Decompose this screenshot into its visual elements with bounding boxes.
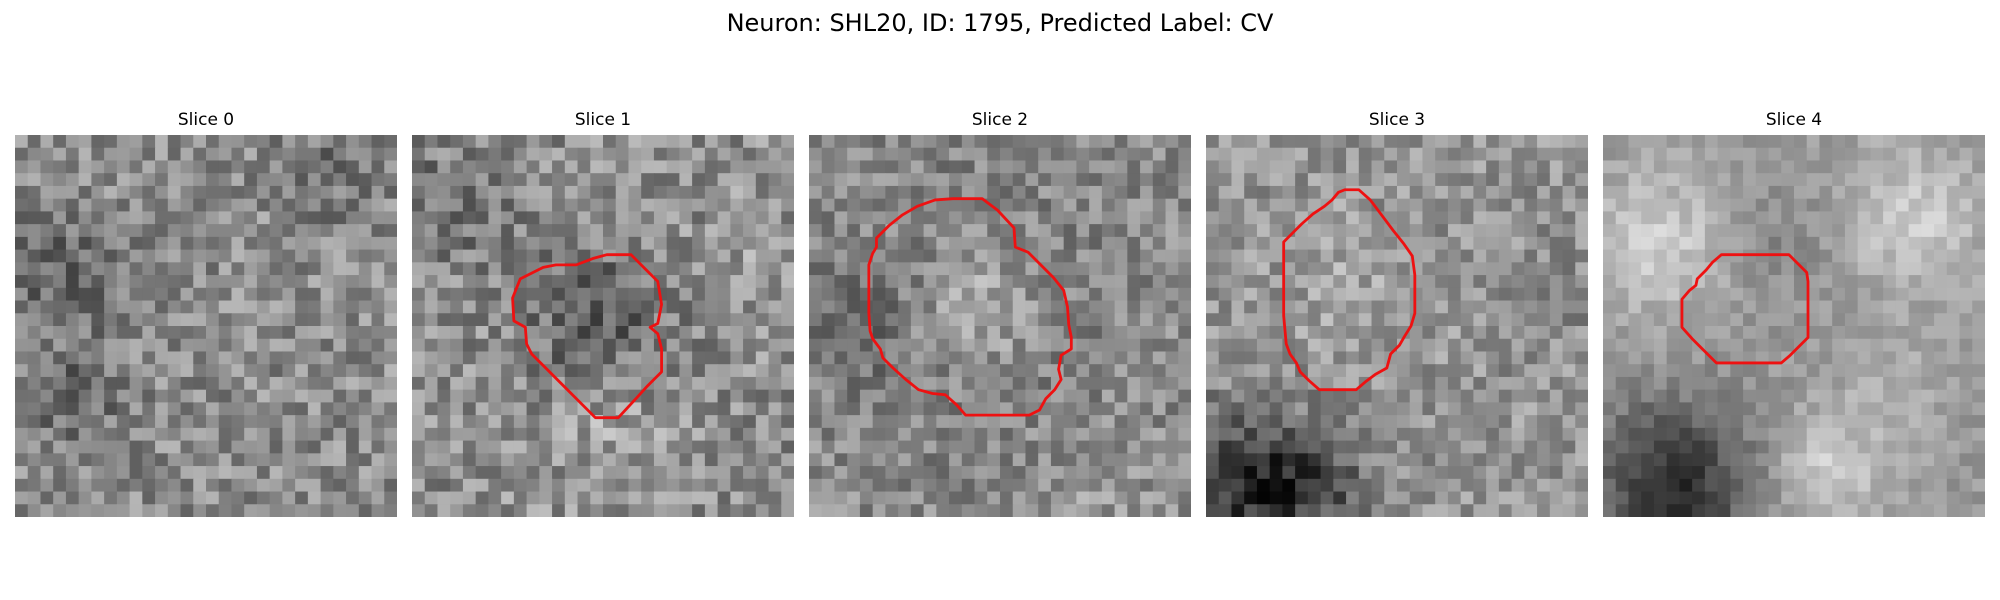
slice-image [1603,135,1985,517]
slice-title: Slice 2 [971,110,1029,130]
slice-title: Slice 0 [177,110,235,130]
segmentation-contour [1282,188,1417,392]
panel-slice-4: Slice 4 [1603,110,1985,517]
pixel-grid [809,135,1191,517]
panel-slice-0: Slice 0 [15,110,397,517]
slice-image [809,135,1191,517]
slice-image [15,135,397,517]
pixel-grid [15,135,397,517]
slice-image [412,135,794,517]
pixel-grid [1603,135,1985,517]
panel-slice-2: Slice 2 [809,110,1191,517]
slice-image [1206,135,1588,517]
slice-title: Slice 1 [574,110,632,130]
segmentation-contour [511,253,663,420]
pixel-grid [412,135,794,517]
segmentation-contour [1680,253,1810,365]
pixel-grid [1206,135,1588,517]
segmentation-contour [867,197,1073,417]
slice-title: Slice 4 [1765,110,1823,130]
slice-title: Slice 3 [1368,110,1426,130]
figure-title: Neuron: SHL20, ID: 1795, Predicted Label… [726,9,1274,37]
panel-slice-1: Slice 1 [412,110,794,517]
panel-slice-3: Slice 3 [1206,110,1588,517]
